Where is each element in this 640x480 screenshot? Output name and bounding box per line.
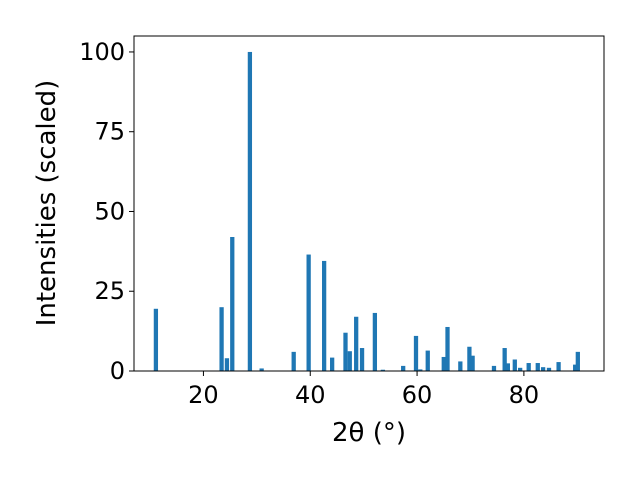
bar	[556, 362, 561, 371]
bar	[372, 312, 378, 371]
bar	[502, 348, 507, 371]
bar	[291, 351, 296, 371]
bar	[540, 367, 546, 371]
bar	[343, 332, 348, 371]
bar	[546, 367, 552, 371]
bar	[330, 357, 335, 371]
bars-group	[153, 51, 580, 371]
plot-frame	[133, 35, 605, 372]
y-axis-ticks: 0 25 50 75 100	[79, 38, 134, 385]
bar	[359, 348, 365, 371]
bar	[230, 237, 235, 371]
bar	[259, 368, 264, 371]
y-tick-label: 50	[94, 197, 125, 225]
y-tick-label: 25	[94, 277, 125, 305]
bar	[322, 260, 327, 371]
x-tick-label: 20	[188, 381, 219, 409]
bar	[380, 369, 386, 371]
bar	[425, 350, 430, 371]
bar	[458, 361, 463, 371]
y-axis-label: Intensities (scaled)	[32, 80, 62, 327]
bar	[153, 308, 159, 371]
y-tick-label: 75	[94, 118, 125, 146]
bar	[518, 367, 523, 371]
bar	[573, 364, 578, 371]
bar	[491, 365, 497, 371]
bar	[526, 363, 531, 371]
bar	[354, 316, 359, 371]
bar	[512, 359, 517, 371]
y-tick-label: 0	[110, 357, 125, 385]
bar	[347, 351, 352, 371]
x-axis-label: 2θ (°)	[332, 418, 406, 448]
x-axis-ticks: 20 40 60 80	[188, 371, 539, 409]
bar	[418, 369, 423, 371]
bar	[224, 358, 230, 371]
bar	[306, 254, 311, 371]
bar	[219, 307, 224, 371]
x-tick-label: 80	[509, 381, 540, 409]
bar	[505, 363, 510, 371]
bar	[413, 335, 419, 371]
bar	[535, 363, 540, 371]
bar	[445, 326, 450, 371]
y-tick-label: 100	[79, 38, 125, 66]
x-tick-label: 40	[295, 381, 326, 409]
bar	[401, 365, 406, 371]
bar	[247, 51, 253, 371]
bar	[575, 351, 580, 371]
x-tick-label: 60	[402, 381, 433, 409]
bar	[467, 346, 472, 371]
bar	[470, 355, 475, 371]
bar	[441, 356, 446, 371]
